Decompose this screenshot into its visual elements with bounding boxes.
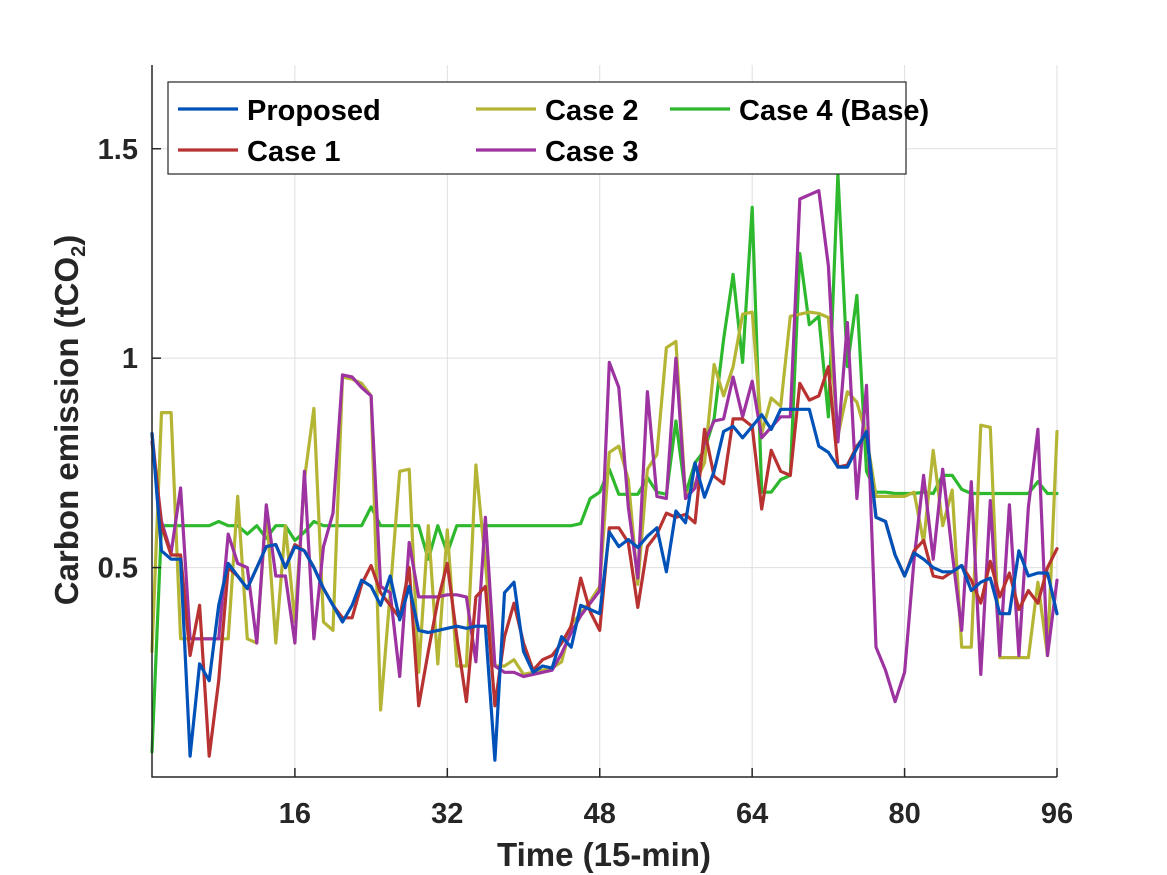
x-tick-label: 64 (736, 798, 768, 830)
legend-box (167, 81, 907, 175)
series-line-case-3 (150, 189, 1059, 704)
y-axis-label-subscript: 2 (68, 246, 90, 257)
x-tick-label: 96 (1041, 798, 1073, 830)
x-axis-label: Time (15-min) (497, 836, 711, 873)
legend-label: Case 1 (247, 136, 341, 168)
y-tick-label: 1.5 (98, 134, 138, 166)
legend-item-case-2: Case 2 (476, 95, 639, 127)
legend-label: Case 3 (545, 136, 639, 168)
legend-label: Case 4 (Base) (739, 95, 929, 127)
x-tick-label: 32 (431, 798, 463, 830)
legend-item-case-3: Case 3 (476, 136, 639, 168)
y-tick-label: 0.5 (98, 553, 138, 585)
legend-item-proposed: Proposed (178, 95, 381, 127)
y-axis-label: Carbon emission (tCO2) (48, 235, 90, 606)
legend-item-case-4-base: Case 4 (Base) (670, 95, 929, 127)
x-tick-label: 80 (888, 798, 920, 830)
axes (151, 65, 1058, 778)
series-line-proposed (150, 407, 1059, 762)
x-tick-label: 16 (279, 798, 311, 830)
tick-labels: 16 32 48 64 80 96 0.5 1 1.5 (98, 134, 1073, 830)
y-axis-label-close: ) (48, 235, 85, 246)
legend-label: Proposed (247, 95, 381, 127)
legend-item-case-1: Case 1 (178, 136, 341, 168)
y-axis-label-main: Carbon emission (tCO (48, 257, 85, 605)
y-tick-label: 1 (122, 343, 138, 375)
x-tick-label: 48 (584, 798, 616, 830)
legend: Proposed Case 2 Case 4 (Base) Case 1 Case 3 (167, 81, 929, 175)
series-lines (150, 172, 1059, 762)
legend-label: Case 2 (545, 95, 639, 127)
axis-frame (151, 65, 1057, 778)
